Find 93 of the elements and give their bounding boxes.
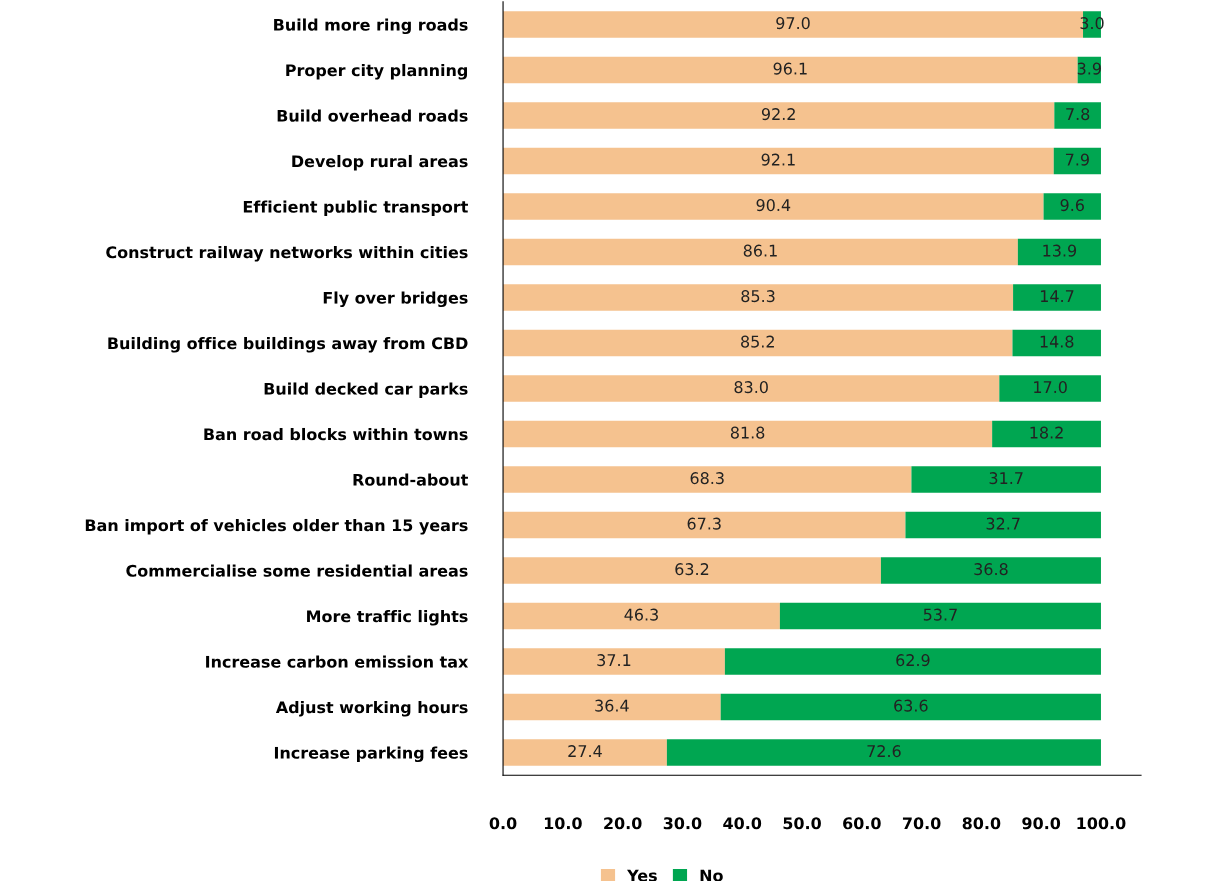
bar (666, 739, 1101, 766)
x-tick-label: 90.0 (1022, 817, 1061, 830)
bar (911, 466, 1101, 493)
data-label: 86.1 (743, 244, 777, 257)
y-tick-label: Fly over bridges (323, 291, 468, 308)
bar (503, 466, 912, 493)
data-label: 9.6 (1060, 199, 1084, 212)
bar (1013, 284, 1101, 311)
x-tick-label: 80.0 (962, 817, 1001, 830)
data-label: 14.8 (1040, 335, 1074, 348)
y-tick-label: Ban road blocks within towns (204, 427, 468, 441)
bar (503, 648, 725, 675)
y-tick-label: Construct railway networks within cities (106, 245, 468, 262)
y-tick-label: Adjust working hours (275, 700, 468, 717)
data-label: 32.7 (986, 517, 1020, 530)
bar (503, 329, 1013, 357)
data-label: 36.4 (595, 699, 629, 712)
y-tick-label: Build decked car parks (264, 382, 468, 398)
data-label: 62.9 (896, 654, 930, 667)
y-tick-label: Build more ring roads (274, 18, 468, 35)
data-label: 97.0 (776, 17, 810, 30)
bar (503, 420, 993, 448)
data-label: 53.7 (923, 608, 957, 621)
data-label: 27.4 (568, 745, 602, 757)
y-tick-label: Round-about (353, 473, 468, 486)
data-label: 85.3 (741, 290, 775, 303)
data-label: 96.1 (773, 62, 807, 75)
bar (503, 739, 667, 766)
data-label: 72.6 (867, 745, 901, 758)
x-tick-label: 40.0 (723, 817, 762, 830)
data-label: 83.0 (734, 381, 768, 394)
y-tick-label: Ban import of vehicles older than 15 years (85, 518, 468, 535)
data-label: 85.2 (741, 335, 774, 348)
bar (503, 56, 1078, 84)
bar (1053, 147, 1101, 175)
y-tick-label: Efficient public transport (243, 200, 468, 216)
bar (999, 375, 1101, 402)
data-label: 36.8 (974, 563, 1008, 576)
data-label: 81.8 (730, 426, 765, 439)
legend-label: Yes (627, 869, 657, 881)
y-tick-label: More traffic lights (307, 609, 468, 626)
data-label: 7.9 (1065, 153, 1089, 166)
x-tick-label: 20.0 (604, 817, 642, 830)
x-tick-label: 50.0 (783, 817, 821, 830)
data-label: 37.1 (597, 654, 631, 667)
data-label: 7.8 (1066, 108, 1090, 121)
data-label: 31.7 (989, 472, 1023, 485)
y-tick-label: Commercialise some residential areas (126, 564, 468, 577)
data-label: 46.3 (624, 608, 658, 621)
data-label: 92.2 (761, 108, 795, 121)
bar (503, 193, 1044, 220)
bar (1017, 238, 1101, 266)
bar (905, 511, 1101, 539)
bar (1054, 102, 1101, 129)
y-tick-label: Increase carbon emission tax (206, 655, 469, 668)
data-label: 68.3 (690, 472, 724, 485)
legend-label: No (700, 869, 723, 881)
bar (503, 375, 1000, 402)
data-label: 18.2 (1030, 426, 1063, 439)
bar (503, 147, 1054, 175)
data-label: 13.9 (1043, 244, 1077, 257)
data-label: 17.0 (1034, 381, 1067, 394)
bar (779, 602, 1101, 630)
bar (503, 284, 1014, 311)
x-tick-label: 70.0 (902, 817, 941, 830)
x-tick-label: 10.0 (544, 817, 582, 830)
x-tick-label: 30.0 (663, 817, 702, 830)
bar (1043, 193, 1101, 220)
bar (992, 420, 1101, 448)
x-tick-label: 60.0 (843, 817, 881, 830)
data-label: 63.6 (894, 699, 928, 712)
bar (1012, 329, 1101, 357)
x-tick-label: 0.0 (489, 817, 517, 830)
bar (880, 557, 1101, 584)
y-tick-label: Develop rural areas (292, 154, 468, 171)
bar (503, 693, 721, 721)
y-tick-label: Increase parking fees (274, 746, 468, 763)
bar (720, 693, 1101, 721)
data-label: 14.7 (1040, 290, 1074, 302)
bar (503, 102, 1055, 129)
y-tick-label: Build overhead roads (277, 109, 468, 122)
y-tick-label: Building office buildings away from CBD (108, 336, 468, 353)
data-label: 90.4 (756, 199, 791, 212)
data-label: 92.1 (761, 153, 795, 166)
data-label: 63.2 (675, 563, 709, 576)
bar (503, 238, 1018, 266)
bar (503, 557, 881, 584)
bar (724, 648, 1101, 675)
data-label: 67.3 (687, 517, 721, 530)
y-tick-label: Proper city planning (286, 63, 467, 80)
bar (503, 602, 780, 630)
x-tick-label: 100.0 (1077, 817, 1126, 830)
bar (503, 511, 906, 539)
